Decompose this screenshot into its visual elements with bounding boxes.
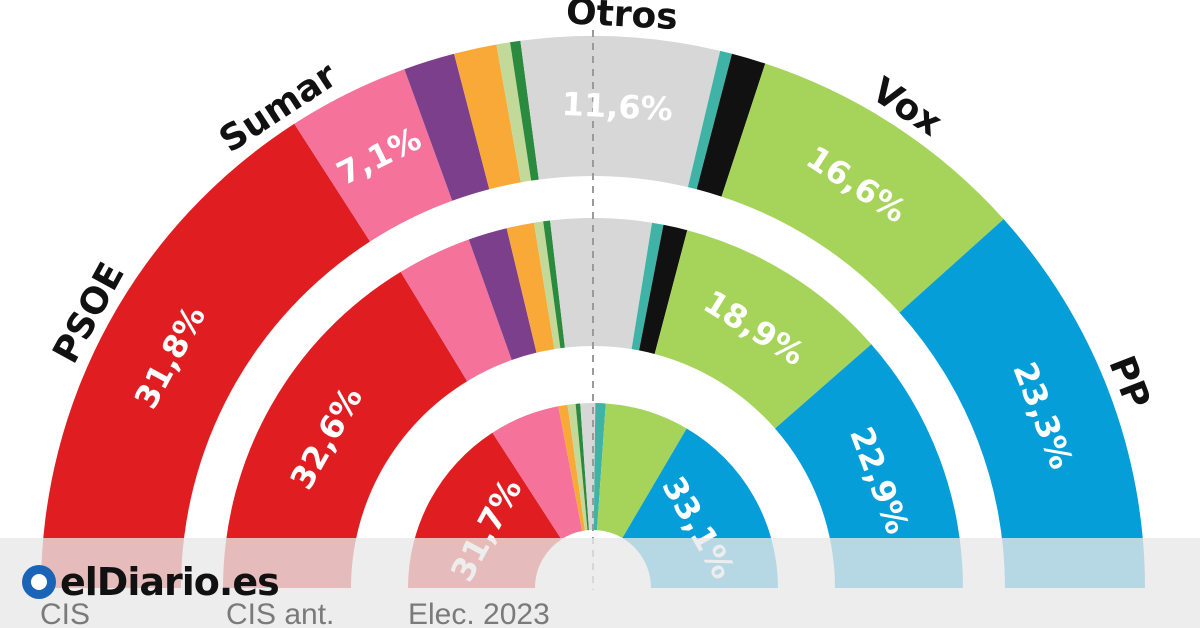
ring-0-segment-minor-7 [687,50,732,190]
ring-0-segment-minor-3 [454,44,521,190]
ring-1-segment-psoe [223,271,468,588]
value-label-ring-0-otros: 11,6% [561,85,674,129]
ring-2-segment-otros [580,403,596,531]
ring-2-segment-minor-4 [575,403,589,531]
ring-1-segment-minor-8 [639,224,688,354]
eldiario-logo-icon [22,565,56,599]
eldiario-logo[interactable]: elDiario.es [22,558,280,606]
ring-1-segment-minor-5 [543,220,565,349]
ring-1-segment-otros [550,218,653,350]
ring-1-segment-vox [654,230,872,429]
footer-band: CIS CIS ant. Elec. 2023 [0,538,1200,628]
ring-0-segment-vox [721,63,1004,313]
ring-label-cis: CIS [40,598,90,628]
ring-label-cis-ant: CIS ant. [226,598,334,628]
ring-0-segment-psoe [41,123,371,589]
ring-0-segment-pp [899,219,1145,588]
ring-2-segment-vox [597,403,687,538]
eldiario-logo-text: elDiario.es [60,560,280,604]
ring-2-segment-minor-3 [567,403,588,531]
ring-1-segment-sumar [400,239,512,382]
ring-0-segment-minor-5 [510,40,539,181]
footer-band-bg [0,538,1200,628]
ring-0-segment-sumar [294,69,453,242]
ring-2-segment-sumar [492,406,583,540]
ring-0-segment-minor-2 [404,53,490,201]
ring-1-segment-minor-2 [468,228,537,361]
ring-2-segment-minor-2 [558,404,586,532]
ring-label-elec-2023: Elec. 2023 [408,598,550,628]
ring-1-segment-minor-3 [506,222,555,353]
ring-2-segment-minor-6 [593,403,606,531]
ring-0-segment-minor-4 [496,42,532,183]
party-label-otros: Otros [565,0,679,38]
ring-0-segment-minor-8 [696,53,766,197]
ring-1-segment-pp [775,344,963,588]
ring-0-segment-otros [520,36,721,188]
ring-1-segment-minor-4 [533,221,561,350]
ring-1-segment-minor-7 [631,222,664,351]
